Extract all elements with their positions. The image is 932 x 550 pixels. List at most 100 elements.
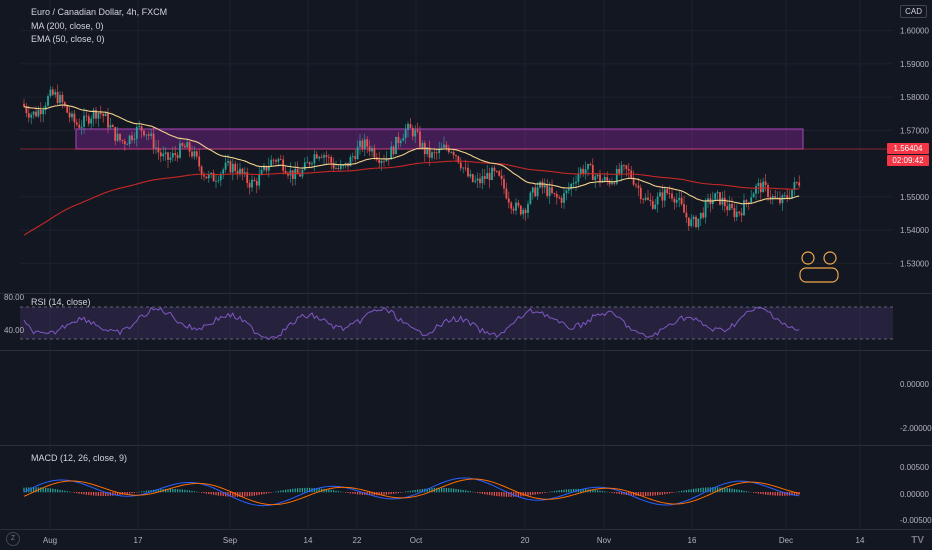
macd-bar	[707, 487, 709, 493]
candle-body	[673, 198, 676, 203]
candle-body	[275, 160, 277, 162]
macd-bar	[796, 492, 798, 495]
ma-legend[interactable]: MA (200, close, 0)	[31, 21, 104, 31]
candle-body	[385, 158, 388, 162]
macd-bar	[354, 492, 356, 495]
macd-bar	[325, 489, 327, 493]
symbol-title[interactable]: Euro / Canadian Dollar, 4h, FXCM	[31, 7, 168, 17]
macd-bar	[229, 492, 231, 497]
pane-divider[interactable]	[0, 350, 932, 351]
candle-body	[159, 152, 162, 157]
signal-line	[23, 478, 800, 506]
candle-body	[551, 187, 553, 193]
candle-body	[402, 138, 405, 141]
candle-body	[781, 195, 784, 204]
macd-bar	[733, 489, 735, 493]
candle-body	[522, 209, 525, 215]
rsi-legend[interactable]: RSI (14, close)	[31, 297, 91, 307]
candle-body	[409, 123, 412, 129]
pane-divider[interactable]	[0, 293, 932, 294]
macd-bar	[328, 489, 330, 493]
candle-body	[589, 163, 592, 166]
candle-body	[164, 152, 167, 154]
candle-body	[251, 179, 253, 188]
macd-bar	[445, 487, 447, 493]
macd-bar	[285, 489, 287, 493]
macd-bar	[481, 492, 483, 494]
macd-bar	[95, 492, 97, 496]
candle-body	[234, 163, 237, 171]
candle-body	[675, 199, 678, 203]
candle-body	[157, 147, 160, 153]
macd-bar	[431, 488, 433, 493]
candle-body	[354, 156, 357, 160]
macd-bar	[702, 487, 704, 493]
time-axis-label: 14	[304, 536, 313, 545]
macd-bar	[381, 492, 383, 496]
macd-bar	[443, 487, 445, 493]
macd-bar	[645, 492, 647, 497]
candle-body	[171, 153, 174, 158]
macd-bar	[313, 488, 315, 493]
candle-body	[179, 143, 181, 158]
macd-legend[interactable]: MACD (12, 26, close, 9)	[31, 453, 128, 463]
macd-bar	[453, 488, 455, 493]
candle-body	[135, 127, 138, 139]
candle-body	[97, 112, 100, 119]
currency-badge[interactable]: CAD	[900, 5, 927, 18]
macd-bar	[714, 487, 716, 493]
macd-bar	[181, 489, 183, 493]
candle-body	[246, 172, 249, 184]
macd-bar	[265, 492, 267, 494]
macd-bar	[493, 492, 495, 496]
candle-body	[716, 192, 719, 194]
candle-body	[217, 180, 220, 182]
macd-bar	[568, 489, 570, 493]
macd-bar	[405, 491, 407, 493]
macd-bar	[669, 492, 671, 494]
candle-body	[791, 190, 793, 199]
macd-bar	[505, 492, 507, 497]
candle-body	[102, 113, 105, 117]
price-axis-label: 1.53000	[900, 259, 929, 268]
candle-body	[320, 156, 323, 158]
macd-bar	[570, 489, 572, 493]
macd-bar	[683, 490, 685, 493]
candle-body	[428, 147, 431, 158]
macd-bar	[450, 488, 452, 493]
macd-bar	[330, 489, 332, 493]
ema-legend[interactable]: EMA (50, close, 0)	[31, 34, 105, 44]
candle-body	[25, 106, 28, 114]
macd-bar	[580, 488, 582, 493]
candle-body	[399, 140, 402, 144]
candle-body	[59, 94, 61, 103]
candle-body	[195, 151, 198, 157]
macd-bar	[657, 492, 659, 496]
macd-bar	[361, 492, 363, 495]
macd-bar	[160, 489, 162, 493]
macd-bar	[664, 492, 666, 495]
tradingview-logo-icon[interactable]: TV	[911, 535, 924, 546]
candle-body	[191, 151, 193, 157]
candle-body	[764, 181, 767, 186]
candle-body	[711, 199, 714, 205]
pane-divider[interactable]	[0, 445, 932, 446]
macd-bar	[623, 492, 625, 495]
time-axis-label: 20	[521, 536, 530, 545]
candle-body	[109, 125, 112, 128]
macd-bar	[465, 490, 467, 493]
macd-bar	[280, 490, 282, 493]
candle-body	[452, 151, 455, 156]
macd-bar	[261, 492, 263, 495]
macd-bar	[558, 490, 560, 493]
macd-bar	[52, 488, 54, 493]
macd-bar	[59, 489, 61, 493]
candle-body	[433, 152, 436, 154]
candle-body	[714, 193, 717, 200]
candle-body	[692, 216, 695, 220]
macd-bar	[400, 492, 402, 493]
candle-body	[330, 156, 333, 163]
candle-body	[126, 144, 129, 145]
z-logo-icon[interactable]: Z	[6, 532, 20, 546]
